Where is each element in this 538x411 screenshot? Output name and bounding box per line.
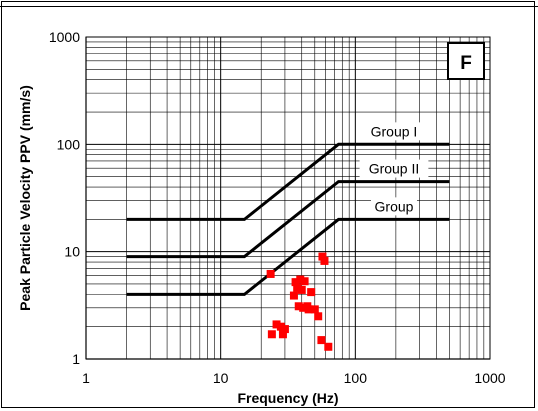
data-point [294,302,303,311]
x-tick-label: 1000 [474,370,505,386]
panel-label: F [460,53,472,74]
y-tick-label: 1 [72,351,80,367]
axes [85,37,490,360]
data-point [267,330,276,339]
data-point [278,330,287,339]
panel-label-box [447,42,485,80]
data-points [266,252,333,351]
data-point [297,285,306,294]
y-tick-label: 1000 [49,29,80,45]
limit-curve [126,142,450,221]
top-border-segment [0,0,538,8]
curve-label: Group [375,198,414,214]
data-point [320,256,329,265]
data-point [317,336,326,345]
x-tick-label: 10 [213,370,229,386]
limit-curves: Group I Group II Group [126,122,450,296]
x-tick-label: 100 [344,370,368,386]
y-tick-label: 100 [57,136,81,152]
data-point [318,252,327,261]
data-point [304,305,313,314]
curve-label: Group II [369,161,420,177]
limit-curve [126,217,450,296]
data-point [276,322,285,331]
data-point [300,277,309,286]
data-point [266,269,275,278]
data-point [310,305,319,314]
x-tick-label: 1 [82,370,90,386]
curve-label: Group I [371,123,418,139]
data-point [314,312,323,321]
curve-label-bg [359,159,429,178]
limit-curve [126,180,450,259]
top-border-svg [0,6,538,7]
x-axis-title: Frequency (Hz) [237,390,338,406]
data-point [272,320,281,329]
y-tick-label: 10 [64,244,80,260]
data-point [291,278,300,287]
tick-labels: 1 10 100 1000 1 10 100 1000 [49,29,506,386]
data-point [289,291,298,300]
data-point [280,325,289,334]
data-point [299,303,308,312]
curve-label-bg [370,197,417,216]
y-axis-title: Peak Particle Velocity PPV (mm/s) [17,85,33,311]
data-point [296,275,305,284]
curve-label-bg [363,122,425,141]
plot-area [85,36,491,360]
data-point [307,288,316,297]
data-point [293,283,302,292]
data-point [324,342,333,351]
